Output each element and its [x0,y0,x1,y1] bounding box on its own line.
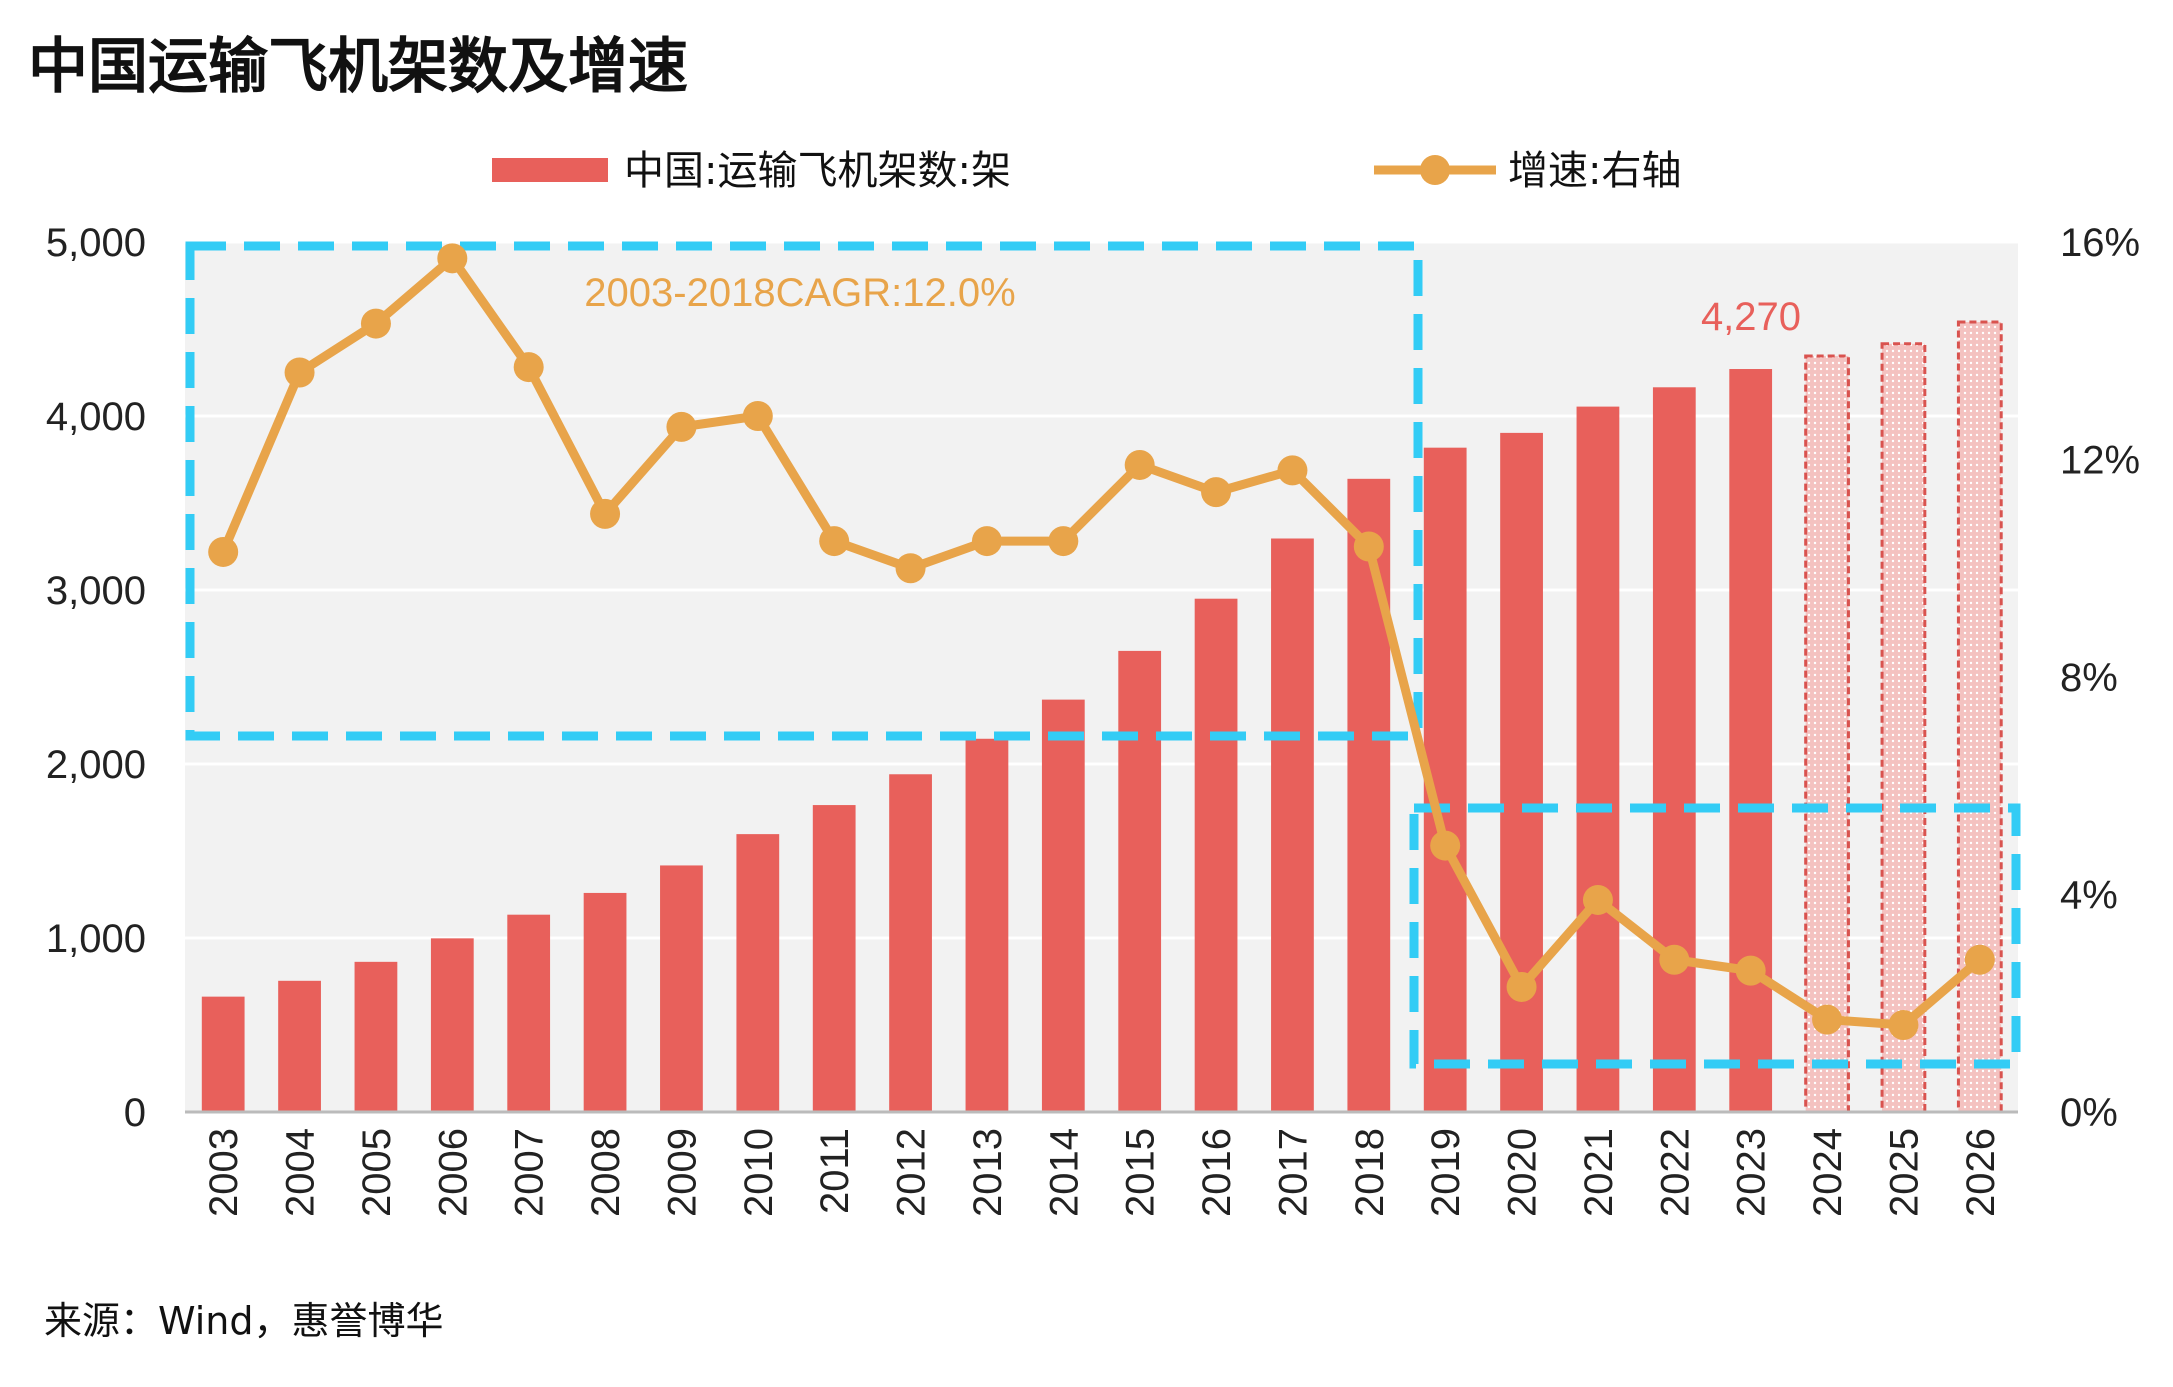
growth-point-2006 [437,243,468,274]
growth-point-2016 [1201,477,1232,508]
bar-2006 [430,938,474,1112]
bar-2022 [1652,387,1696,1112]
y-right-tick: 0% [2060,1091,2118,1135]
y-left-tick: 5,000 [46,221,146,265]
bar-2014 [1041,699,1085,1112]
y-left-tick: 2,000 [46,743,146,787]
bar-2024 [1804,354,1850,1114]
x-tick-2013: 2013 [966,1128,1010,1217]
growth-point-2009 [666,411,697,442]
bar-2008 [583,892,627,1112]
legend-line-label: 增速:右轴 [1508,148,1681,194]
growth-point-2003 [208,536,239,567]
y-right-tick: 16% [2060,221,2140,265]
x-tick-2018: 2018 [1348,1128,1392,1217]
growth-point-2015 [1124,449,1155,480]
legend-bar-label: 中国:运输飞机架数:架 [624,148,1011,194]
growth-point-2024 [1812,1004,1843,1035]
x-tick-2003: 2003 [202,1128,246,1217]
bar-2026 [1956,320,2003,1114]
growth-point-2019 [1430,830,1461,861]
bar-2010 [736,834,780,1112]
growth-point-2014 [1048,526,1079,557]
bar-2013 [965,738,1009,1112]
y-right-tick: 12% [2060,439,2140,483]
growth-point-2018 [1353,531,1384,562]
x-tick-2021: 2021 [1577,1128,1621,1217]
x-tick-2006: 2006 [431,1128,475,1217]
x-tick-2004: 2004 [279,1128,323,1217]
x-tick-2026: 2026 [1959,1128,2003,1217]
bar-2011 [812,805,856,1112]
growth-point-2013 [971,526,1002,557]
bar-2016 [1194,598,1238,1112]
y-left-tick: 0 [124,1091,146,1135]
x-tick-2011: 2011 [813,1128,857,1214]
bar-2015 [1118,650,1162,1112]
y-right-tick: 4% [2060,874,2118,918]
x-tick-2007: 2007 [508,1128,552,1217]
bar-2012 [889,774,932,1112]
legend-bar-swatch [492,158,608,182]
growth-point-2011 [819,526,850,557]
bar-2023 [1729,369,1773,1112]
x-tick-2009: 2009 [660,1128,704,1217]
y-left-tick: 1,000 [46,917,146,961]
x-tick-2014: 2014 [1042,1128,1086,1217]
growth-point-2005 [360,308,391,339]
growth-point-2021 [1582,884,1613,915]
annotation-box-2019-2026 [1409,803,2021,1069]
x-tick-2025: 2025 [1882,1128,1926,1217]
growth-point-2026 [1964,944,1995,975]
y-left-tick: 3,000 [46,569,146,613]
x-tick-2022: 2022 [1653,1128,1697,1217]
bar-2020 [1500,432,1543,1112]
bar-2004 [278,980,321,1112]
bar-2005 [354,961,398,1112]
growth-point-2020 [1506,971,1537,1002]
bar-2017 [1271,538,1314,1112]
x-tick-2024: 2024 [1806,1128,1850,1217]
legend-line-marker [1420,155,1450,185]
cagr-annotation: 2003-2018CAGR:12.0% [584,271,1015,315]
x-tick-2012: 2012 [890,1128,934,1217]
bar-2025 [1880,342,1927,1114]
x-tick-2015: 2015 [1119,1128,1163,1217]
bar-value-label: 4,270 [1701,295,1801,339]
y-left-tick: 4,000 [46,395,146,439]
bar-2009 [660,865,703,1112]
x-tick-2010: 2010 [737,1128,781,1217]
x-tick-2017: 2017 [1271,1128,1315,1217]
annotation-box-2003-2018 [185,241,1423,741]
growth-point-2022 [1659,944,1690,975]
growth-point-2012 [895,553,926,584]
bar-2018 [1347,478,1391,1113]
growth-point-2017 [1277,455,1308,486]
chart-title: 中国运输飞机架数及增速 [28,32,688,102]
y-right-tick: 8% [2060,656,2118,700]
x-tick-2016: 2016 [1195,1128,1239,1217]
growth-point-2004 [284,357,315,388]
x-tick-2020: 2020 [1501,1128,1545,1217]
growth-point-2007 [513,352,544,383]
x-tick-2019: 2019 [1424,1128,1468,1217]
bar-2021 [1576,406,1620,1112]
x-tick-2008: 2008 [584,1128,628,1217]
growth-point-2025 [1888,1010,1919,1040]
growth-point-2010 [742,401,773,431]
source-note: 来源：Wind，惠誉博华 [44,1299,444,1343]
bar-2007 [507,914,551,1112]
x-tick-2023: 2023 [1730,1128,1774,1217]
bar-2003 [201,996,245,1112]
growth-point-2008 [590,498,621,529]
x-tick-2005: 2005 [355,1128,399,1217]
growth-point-2023 [1735,955,1766,986]
